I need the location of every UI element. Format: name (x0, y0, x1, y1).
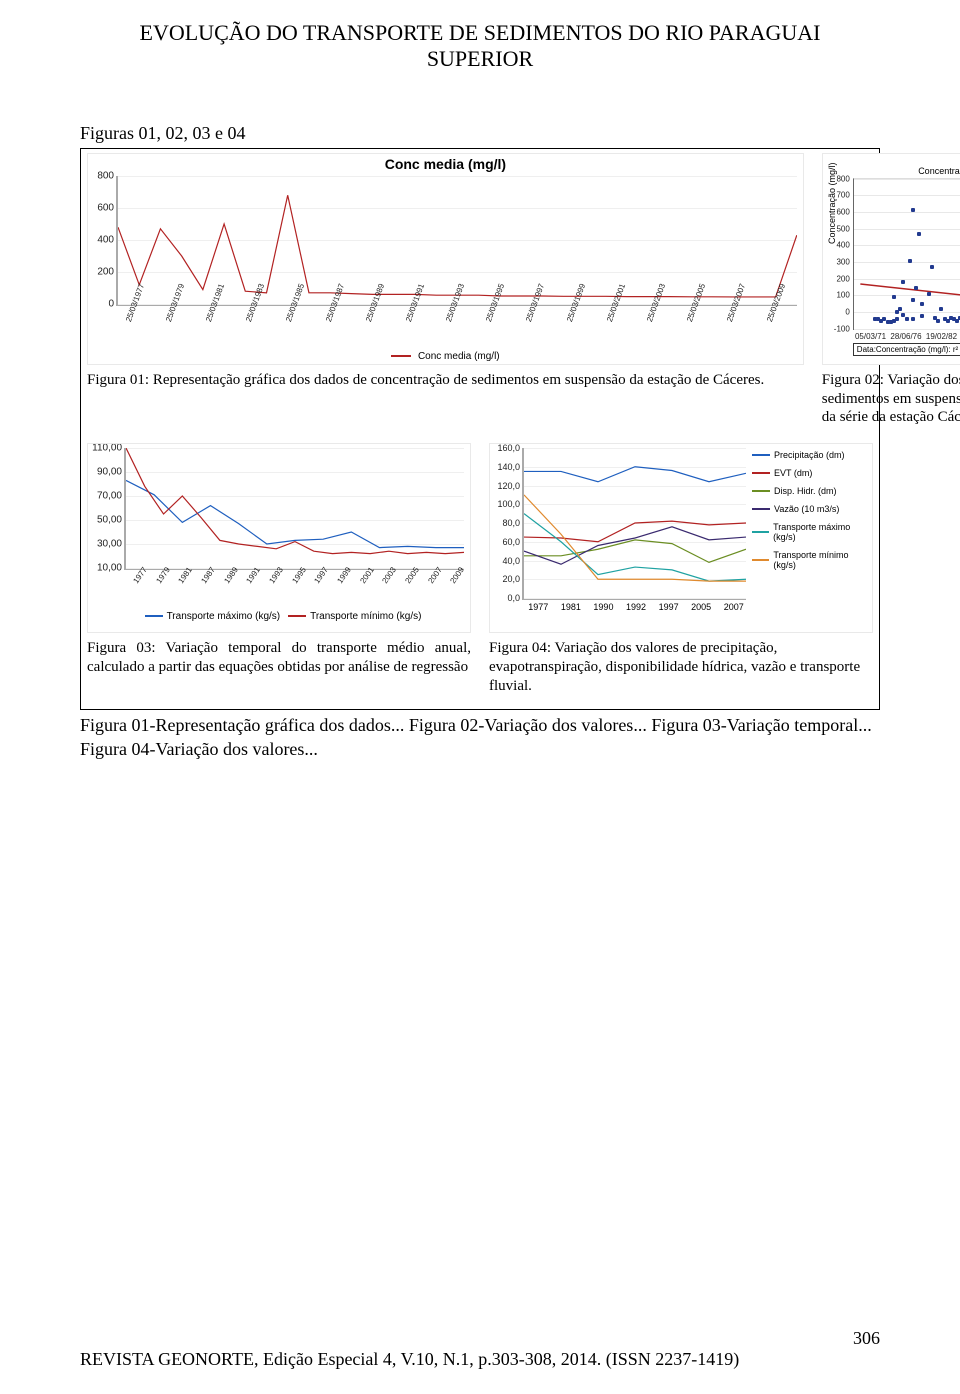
page-title: EVOLUÇÃO DO TRANSPORTE DE SEDIMENTOS DO … (80, 20, 880, 73)
footer-journal: REVISTA GEONORTE, Edição Especial 4, V.1… (80, 1349, 880, 1370)
fig01-legend-label: Conc media (mg/l) (418, 351, 500, 362)
figure-01-panel: Conc media (mg/l) 0200400600800 25/03/19… (87, 153, 804, 427)
fig01-legend-swatch (391, 355, 411, 357)
fig02-heading: Scatterplot (concentração estimatoporte … (823, 154, 960, 166)
figures-row-2: 10,0030,0050,0070,0090,00110,00 19771979… (87, 443, 873, 695)
figure-02-panel: Scatterplot (concentração estimatoporte … (822, 153, 960, 427)
fig02-plot-area: -1000100200300400500600700800 (853, 178, 960, 330)
fig03-legend: Transporte máximo (kg/s)Transporte mínim… (88, 611, 470, 622)
fig01-xticks: 25/03/197725/03/197925/03/198125/03/1983… (116, 308, 797, 317)
figure-03-caption: Figura 03: Variação temporal do transpor… (87, 639, 471, 677)
figure-04-chart: 0,020,040,060,080,0100,0120,0140,0160,0 … (489, 443, 873, 633)
page: EVOLUÇÃO DO TRANSPORTE DE SEDIMENTOS DO … (0, 0, 960, 1394)
figure-summary-text: Figura 01-Representação gráfica dos dado… (80, 714, 880, 761)
fig04-wrap: 0,020,040,060,080,0100,0120,0140,0160,0 … (490, 444, 872, 602)
figure-01-chart: Conc media (mg/l) 0200400600800 25/03/19… (87, 153, 804, 365)
page-number: 306 (80, 1328, 880, 1349)
page-title-line1: EVOLUÇÃO DO TRANSPORTE DE SEDIMENTOS DO … (80, 20, 880, 46)
fig03-xticks: 1977197919811987198919911993199519971999… (124, 572, 464, 581)
figure-04-caption: Figura 04: Variação dos valores de preci… (489, 639, 873, 695)
fig04-plot-area: 0,020,040,060,080,0100,0120,0140,0160,0 (522, 448, 746, 600)
figures-heading: Figuras 01, 02, 03 e 04 (80, 123, 880, 144)
fig01-legend: Conc media (mg/l) (88, 351, 803, 362)
figure-02-caption: Figura 02: Variação dos valores da conce… (822, 371, 960, 427)
figure-01-caption: Figura 01: Representação gráfica dos dad… (87, 371, 804, 390)
figure-03-chart: 10,0030,0050,0070,0090,00110,00 19771979… (87, 443, 471, 633)
fig01-chart-title: Conc media (mg/l) (88, 154, 803, 172)
page-title-line2: SUPERIOR (80, 46, 880, 72)
figures-box: Conc media (mg/l) 0200400600800 25/03/19… (80, 148, 880, 711)
page-footer: 306 REVISTA GEONORTE, Edição Especial 4,… (80, 1328, 880, 1370)
figures-row-1: Conc media (mg/l) 0200400600800 25/03/19… (87, 153, 873, 427)
figure-02-chart: Scatterplot (concentração estimatoporte … (822, 153, 960, 365)
fig04-xticks: 1977198119901992199720052007 (522, 602, 750, 612)
figure-04-panel: 0,020,040,060,080,0100,0120,0140,0160,0 … (489, 443, 873, 695)
fig04-legend: Precipitação (dm)EVT (dm)Disp. Hidr. (dm… (750, 444, 872, 602)
figure-03-panel: 10,0030,0050,0070,0090,00110,00 19771979… (87, 443, 471, 695)
fig03-plot-area: 10,0030,0050,0070,0090,00110,00 (124, 448, 464, 570)
fig02-xticks: 05/03/7128/06/7619/02/8211/09/8731/01/93… (853, 332, 960, 341)
fig02-statbox: Data:Concentração (mg/l): r² = 0,1611; r… (853, 343, 960, 356)
